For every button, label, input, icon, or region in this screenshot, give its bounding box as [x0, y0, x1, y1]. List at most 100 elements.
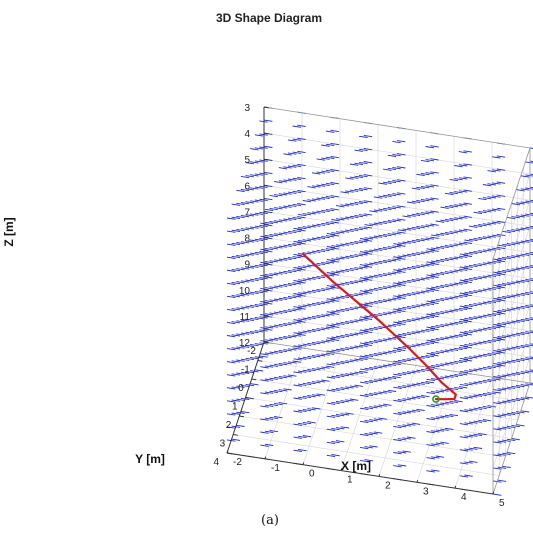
field-vector — [444, 375, 454, 378]
field-vector — [321, 144, 330, 147]
field-vector — [292, 334, 302, 337]
field-vector — [298, 240, 307, 243]
field-vector — [287, 322, 297, 325]
field-vector — [297, 124, 306, 127]
field-vector — [468, 238, 478, 241]
field-vector — [411, 213, 421, 216]
field-vector — [502, 335, 511, 338]
field-vector — [492, 378, 501, 381]
field-vector — [364, 289, 374, 292]
field-vector — [364, 328, 374, 331]
field-vector — [487, 183, 496, 186]
field-vector — [502, 243, 511, 247]
field-vector — [359, 292, 368, 295]
field-vector — [340, 243, 350, 246]
field-vector — [287, 204, 297, 207]
field-vector — [293, 306, 302, 309]
field-vector — [274, 298, 283, 301]
field-vector — [293, 240, 302, 244]
field-vector — [236, 215, 245, 219]
field-vector — [383, 286, 392, 289]
field-vector — [468, 382, 478, 385]
field-vector — [468, 460, 478, 463]
field-vector — [473, 394, 483, 397]
field-vector — [487, 352, 496, 356]
field-vector — [263, 119, 273, 122]
field-vector — [449, 231, 459, 234]
field-vector — [473, 303, 483, 306]
field-vector — [359, 459, 369, 463]
field-vector — [345, 242, 354, 245]
field-vector — [302, 317, 312, 320]
field-vector — [254, 160, 264, 163]
field-vector — [269, 273, 278, 276]
field-vector — [496, 207, 506, 210]
field-vector — [340, 321, 350, 325]
field-vector — [287, 152, 297, 155]
field-vector — [458, 373, 468, 376]
field-vector — [240, 410, 250, 414]
field-vector — [397, 372, 407, 376]
field-vector — [292, 256, 302, 259]
field-vector — [307, 355, 316, 359]
field-vector — [335, 205, 345, 208]
field-vector — [264, 339, 274, 342]
field-vector — [250, 200, 259, 203]
field-vector — [516, 306, 525, 309]
field-vector — [250, 265, 259, 268]
field-vector — [321, 314, 330, 317]
field-vector — [269, 194, 278, 198]
field-vector — [487, 261, 496, 264]
field-vector — [407, 266, 416, 270]
field-vector — [378, 417, 387, 420]
field-vector — [373, 418, 383, 421]
field-vector — [298, 422, 307, 426]
field-vector — [326, 441, 336, 445]
field-vector — [440, 298, 449, 301]
field-vector — [397, 464, 407, 467]
field-vector — [311, 276, 321, 279]
field-vector — [340, 217, 350, 220]
field-vector — [393, 465, 402, 468]
field-vector — [393, 269, 402, 272]
field-vector — [364, 341, 374, 344]
field-vector — [492, 339, 501, 342]
field-vector — [520, 305, 530, 309]
field-vector — [311, 224, 321, 227]
field-vector — [426, 431, 435, 434]
field-vector — [245, 188, 254, 191]
field-vector — [458, 320, 468, 324]
field-vector — [402, 215, 411, 218]
field-vector — [373, 235, 383, 238]
field-vector — [502, 309, 511, 312]
field-vector — [426, 313, 435, 316]
field-vector — [402, 332, 411, 336]
field-vector — [345, 216, 354, 219]
field-vector — [425, 263, 435, 266]
field-vector — [236, 255, 245, 258]
field-vector — [502, 400, 511, 403]
field-vector — [240, 345, 250, 348]
field-vector — [458, 255, 468, 258]
field-vector — [283, 323, 292, 326]
field-vector — [449, 374, 459, 377]
field-vector — [231, 412, 241, 415]
field-vector — [492, 284, 502, 287]
field-vector — [431, 417, 440, 420]
field-vector — [335, 374, 345, 378]
field-vector — [278, 167, 288, 170]
field-vector — [331, 258, 340, 261]
field-vector — [369, 249, 378, 252]
field-vector — [359, 303, 369, 306]
field-vector — [373, 261, 383, 264]
field-vector — [520, 175, 530, 178]
field-vector — [492, 156, 501, 159]
field-vector — [231, 242, 241, 246]
field-vector — [283, 205, 292, 208]
field-vector — [511, 359, 520, 362]
field-vector — [516, 241, 525, 244]
field-vector — [236, 398, 245, 401]
field-vector — [497, 427, 507, 430]
field-vector — [254, 186, 264, 189]
field-vector — [297, 268, 306, 271]
